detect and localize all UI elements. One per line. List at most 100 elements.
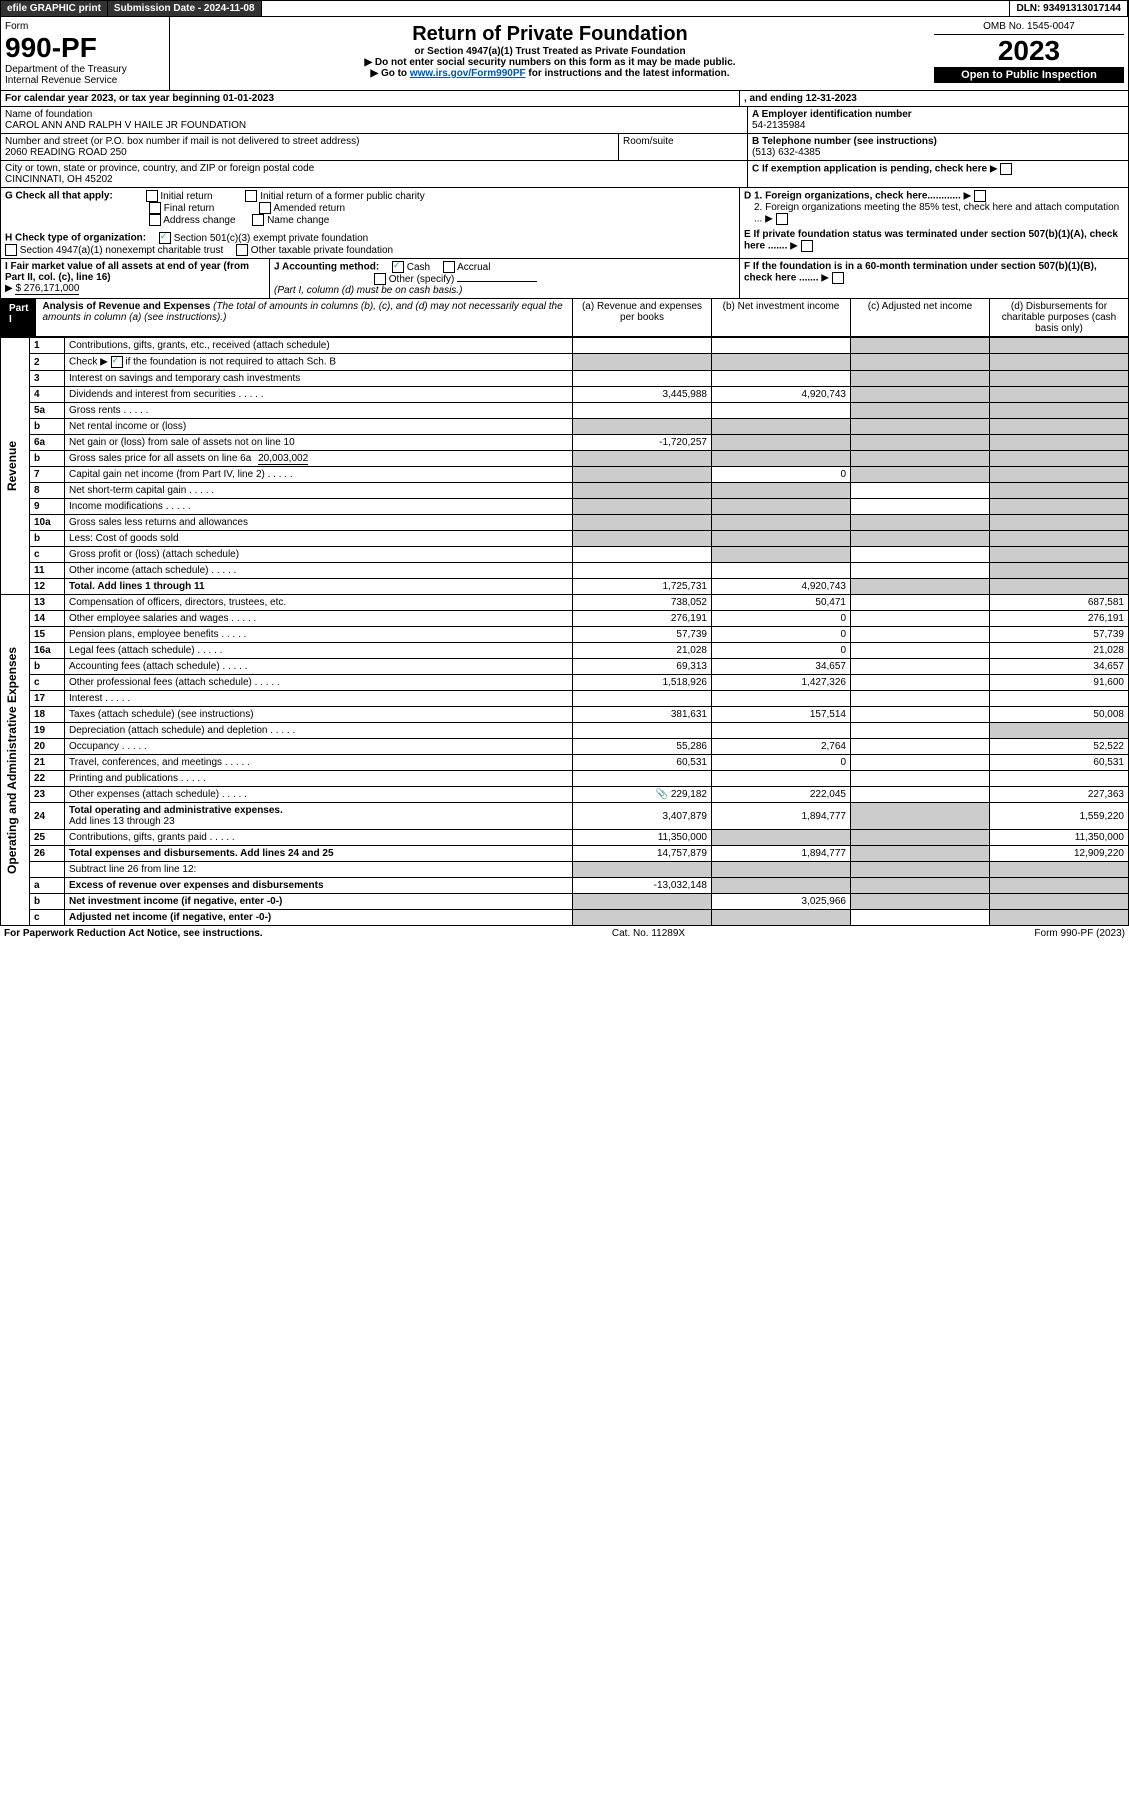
- d2-checkbox[interactable]: [776, 213, 788, 225]
- cell-5b-b: [712, 419, 851, 435]
- line-label-6a: Net gain or (loss) from sale of assets n…: [65, 435, 573, 451]
- line-num-9: 9: [30, 499, 65, 515]
- g-former-checkbox[interactable]: [245, 190, 257, 202]
- c-checkbox[interactable]: [1000, 163, 1012, 175]
- cell-4-b: 4,920,743: [712, 387, 851, 403]
- cell-9-b: [712, 499, 851, 515]
- cell-25-c: [851, 830, 990, 846]
- cell-14-a: 276,191: [573, 611, 712, 627]
- cell-27a-c: [851, 878, 990, 894]
- room-label: Room/suite: [618, 134, 747, 160]
- line-label-1: Contributions, gifts, grants, etc., rece…: [65, 338, 573, 354]
- cell-23-b: 222,045: [712, 787, 851, 803]
- cell-25-b: [712, 830, 851, 846]
- cell-10c-c: [851, 547, 990, 563]
- line-label-15: Pension plans, employee benefits . . . .…: [65, 627, 573, 643]
- line-num-12: 12: [30, 579, 65, 595]
- cell-5b-d: [990, 419, 1129, 435]
- line-num-23: 23: [30, 787, 65, 803]
- cell-2-b: [712, 354, 851, 371]
- line-num-7: 7: [30, 467, 65, 483]
- line-num-10c: c: [30, 547, 65, 563]
- h-501c3-checkbox[interactable]: [159, 232, 171, 244]
- h-4947-checkbox[interactable]: [5, 244, 17, 256]
- cell-1-a: [573, 338, 712, 354]
- line-label-10b: Less: Cost of goods sold: [65, 531, 573, 547]
- cell-6a-b: [712, 435, 851, 451]
- cell-7-b: 0: [712, 467, 851, 483]
- cell-9-d: [990, 499, 1129, 515]
- line-num-6a: 6a: [30, 435, 65, 451]
- cell-13-c: [851, 595, 990, 611]
- line-num-17: 17: [30, 691, 65, 707]
- cell-12-c: [851, 579, 990, 595]
- j-other-checkbox[interactable]: [374, 273, 386, 285]
- g-o2: Final return: [164, 203, 215, 214]
- rev-section-label: Revenue: [1, 338, 30, 595]
- cell-1-b: [712, 338, 851, 354]
- line-num-4: 4: [30, 387, 65, 403]
- j-cash: Cash: [407, 262, 430, 273]
- f-checkbox[interactable]: [832, 272, 844, 284]
- cell-10a-a: [573, 515, 712, 531]
- cell-27c-a: [573, 910, 712, 926]
- cell-5a-c: [851, 403, 990, 419]
- e-checkbox[interactable]: [801, 240, 813, 252]
- cell-19-c: [851, 723, 990, 739]
- g-initial-checkbox[interactable]: [146, 190, 158, 202]
- cell-10b-b: [712, 531, 851, 547]
- cell-10a-b: [712, 515, 851, 531]
- line-label-16c: Other professional fees (attach schedule…: [65, 675, 573, 691]
- line-label-4: Dividends and interest from securities .…: [65, 387, 573, 403]
- g-amended-checkbox[interactable]: [259, 202, 271, 214]
- header-left: Form 990-PF Department of the Treasury I…: [1, 17, 170, 90]
- h-label: H Check type of organization:: [5, 233, 146, 244]
- part1-badge: Part I: [1, 299, 36, 336]
- cell-3-c: [851, 371, 990, 387]
- cell-12-b: 4,920,743: [712, 579, 851, 595]
- line-num-14: 14: [30, 611, 65, 627]
- g-address-checkbox[interactable]: [149, 214, 161, 226]
- j-accrual-checkbox[interactable]: [443, 261, 455, 273]
- cell-5a-d: [990, 403, 1129, 419]
- cell-9-c: [851, 499, 990, 515]
- submission-date: Submission Date - 2024-11-08: [108, 1, 262, 16]
- cell-18-c: [851, 707, 990, 723]
- g-final-checkbox[interactable]: [149, 202, 161, 214]
- cell-10b-a: [573, 531, 712, 547]
- name-label: Name of foundation: [5, 109, 743, 120]
- g-name-checkbox[interactable]: [252, 214, 264, 226]
- h-other-checkbox[interactable]: [236, 244, 248, 256]
- j-accrual: Accrual: [457, 262, 490, 273]
- cell-16a-a: 21,028: [573, 643, 712, 659]
- line-num-1: 1: [30, 338, 65, 354]
- cell-18-a: 381,631: [573, 707, 712, 723]
- ein-label: A Employer identification number: [752, 109, 1124, 120]
- cell-10a-c: [851, 515, 990, 531]
- line-num-26: 26: [30, 846, 65, 862]
- line-num-27a: a: [30, 878, 65, 894]
- cell-16c-c: [851, 675, 990, 691]
- cell-13-a: 738,052: [573, 595, 712, 611]
- line-label-27b: Net investment income (if negative, ente…: [65, 894, 573, 910]
- cell-15-b: 0: [712, 627, 851, 643]
- j-note: (Part I, column (d) must be on cash basi…: [274, 285, 462, 296]
- irs: Internal Revenue Service: [5, 75, 165, 86]
- line-num-27c: c: [30, 910, 65, 926]
- cell-2-c: [851, 354, 990, 371]
- line-num-11: 11: [30, 563, 65, 579]
- cell-20-d: 52,522: [990, 739, 1129, 755]
- d1-checkbox[interactable]: [974, 190, 986, 202]
- irs-link[interactable]: www.irs.gov/Form990PF: [410, 68, 526, 79]
- line-label-6b: Gross sales price for all assets on line…: [65, 451, 573, 467]
- cal-begin: For calendar year 2023, or tax year begi…: [5, 93, 274, 104]
- i-j-block: I Fair market value of all assets at end…: [0, 259, 1129, 299]
- cell-6b-d: [990, 451, 1129, 467]
- part1-table: Revenue1Contributions, gifts, grants, et…: [0, 337, 1129, 926]
- cell-19-a: [573, 723, 712, 739]
- efile-print-button[interactable]: efile GRAPHIC print: [1, 1, 108, 16]
- line-label-10a: Gross sales less returns and allowances: [65, 515, 573, 531]
- cell-15-c: [851, 627, 990, 643]
- j-cash-checkbox[interactable]: [392, 261, 404, 273]
- line-num-19: 19: [30, 723, 65, 739]
